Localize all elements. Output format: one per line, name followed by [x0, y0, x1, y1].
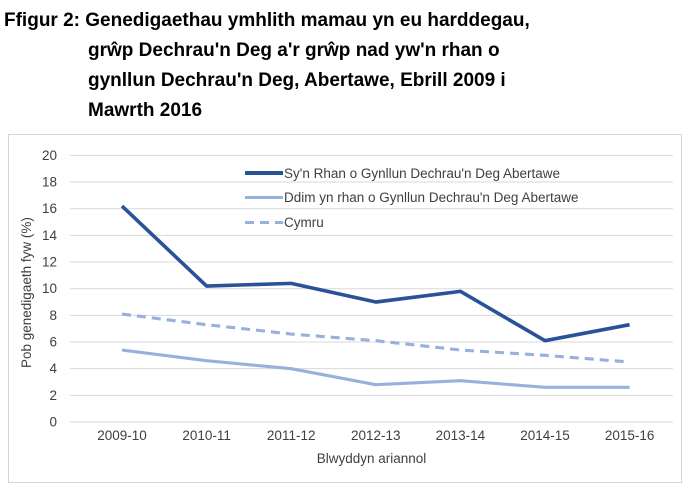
legend-item: Sy'n Rhan o Gynllun Dechrau'n Deg Aberta…: [245, 161, 578, 186]
legend-label: Sy'n Rhan o Gynllun Dechrau'n Deg Aberta…: [284, 165, 561, 181]
legend-label: Cymru: [284, 214, 324, 230]
y-tick-label: 0: [49, 415, 57, 430]
y-tick-label: 8: [49, 308, 57, 323]
x-tick-label: 2012-13: [351, 428, 401, 443]
x-tick-label: 2015-16: [605, 428, 655, 443]
series-line-2: [121, 312, 630, 364]
figure-title-line: gynllun Dechrau'n Deg, Abertawe, Ebrill …: [88, 70, 506, 91]
legend-line-swatch: [245, 220, 283, 224]
chart-frame: 0 2 4 6 8 10 12 14 16 18 20 2009-10 2010-11 2011-12 20…: [8, 134, 682, 483]
series-line-1: [121, 348, 630, 389]
y-tick-label: 14: [42, 228, 58, 243]
legend-item: Cymru: [245, 210, 578, 235]
figure-title-line: Ffigur 2: Genedigaethau ymhlith mamau yn…: [4, 10, 530, 31]
y-tick-label: 20: [42, 148, 57, 163]
y-tick-label: 18: [42, 175, 57, 190]
y-tick-label: 16: [42, 201, 57, 216]
plot-svg: 0 2 4 6 8 10 12 14 16 18 20 2009-10 2010-11 2011-12 20…: [42, 148, 673, 443]
legend-line-swatch: [245, 196, 283, 200]
figure-title-line: grŵp Dechrau'n Deg a'r grŵp nad yw'n rha…: [88, 40, 500, 61]
y-axis-title: Pob genedigaeth fyw (%): [19, 217, 34, 368]
x-tick-label: 2013-14: [436, 428, 486, 443]
x-tick-label: 2009-10: [97, 428, 147, 443]
legend-item: Ddim yn rhan o Gynllun Dechrau'n Deg Abe…: [245, 186, 578, 211]
y-tick-label: 10: [42, 281, 57, 296]
x-tick-label: 2014-15: [520, 428, 570, 443]
legend-label: Ddim yn rhan o Gynllun Dechrau'n Deg Abe…: [284, 190, 579, 206]
figure-title-line: Mawrth 2016: [88, 100, 203, 121]
figure-title: Ffigur 2: Genedigaethau ymhlith mamau yn…: [4, 6, 530, 126]
legend: Sy'n Rhan o Gynllun Dechrau'n Deg Aberta…: [245, 161, 578, 235]
x-tick-label: 2010-11: [182, 428, 231, 443]
x-axis-title: Blwyddyn ariannol: [316, 451, 427, 466]
x-tick-label: 2011-12: [267, 428, 316, 443]
y-tick-label: 6: [49, 335, 57, 350]
y-tick-label: 2: [49, 388, 57, 403]
y-tick-label: 12: [42, 255, 57, 270]
series-line-0: [120, 204, 630, 343]
y-tick-label: 4: [49, 361, 57, 376]
legend-line-swatch: [245, 171, 283, 176]
